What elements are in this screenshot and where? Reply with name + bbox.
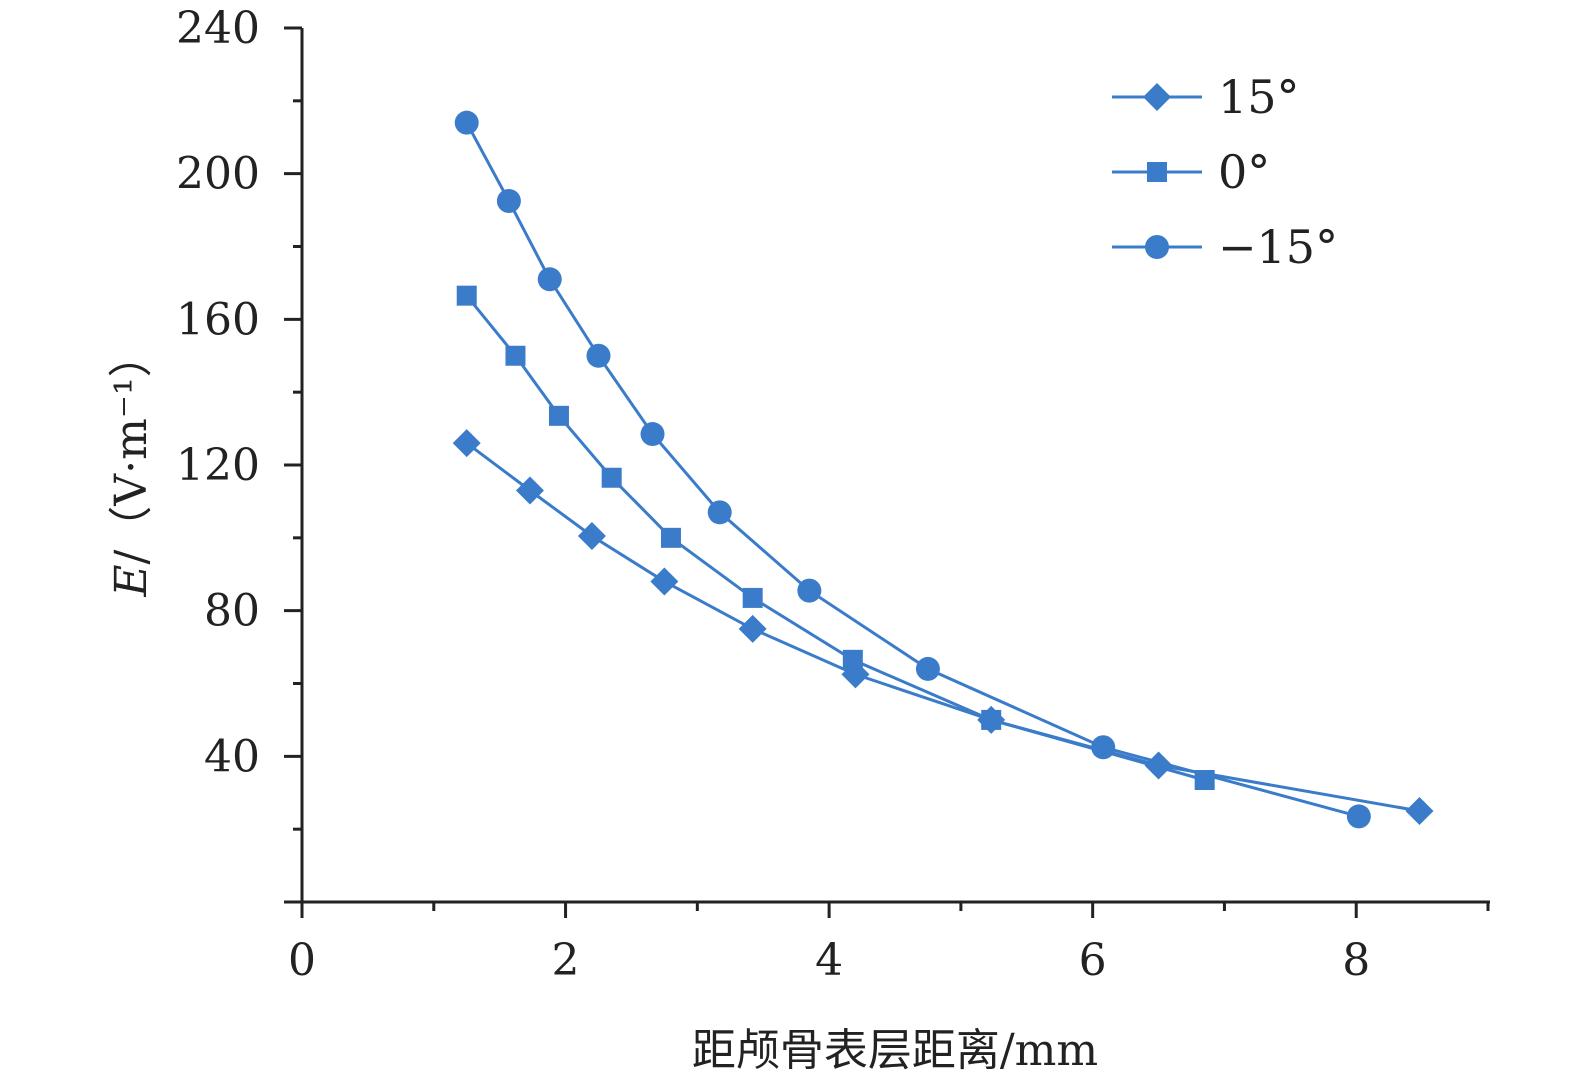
axes: [284, 28, 1490, 904]
circle-data-point: [1091, 735, 1116, 760]
diamond-data-point: [738, 614, 767, 643]
legend-label: 0°: [1218, 145, 1270, 199]
series-line: [465, 441, 1420, 813]
series-markers: [452, 110, 1434, 829]
y-tick-label: 40: [204, 731, 260, 782]
y-axis-variable: E: [106, 565, 157, 598]
square-data-point: [456, 285, 477, 306]
circle-data-point: [586, 343, 611, 368]
circle-data-point: [454, 110, 479, 135]
circle-data-point: [707, 500, 732, 525]
y-tick-label: 160: [176, 294, 260, 345]
x-tick-label: 0: [288, 935, 316, 986]
square-data-point: [505, 345, 526, 366]
ticks: 40 80 120 160 200 240 0 2 4 6 8: [176, 3, 1490, 986]
square-data-point: [842, 649, 863, 670]
x-axis-title: 距颅骨表层距离/mm: [692, 1025, 1098, 1076]
square-data-point: [660, 527, 681, 548]
diamond-data-point: [515, 476, 544, 505]
circle-data-point: [797, 578, 822, 603]
square-data-point: [742, 587, 763, 608]
circle-data-point: [915, 656, 940, 681]
diamond-data-point: [650, 567, 679, 596]
y-axis-title: E/（V·m⁻¹）: [106, 333, 157, 597]
legend-square-marker: [1147, 162, 1167, 182]
square-data-point: [1194, 770, 1215, 791]
circle-data-point: [537, 267, 562, 292]
square-data-point: [548, 405, 569, 426]
y-tick-label: 80: [204, 586, 260, 637]
y-tick-label: 120: [176, 440, 260, 491]
diamond-data-point: [1405, 796, 1434, 825]
y-tick-label: 200: [176, 149, 260, 200]
x-tick-label: 4: [815, 935, 843, 986]
legend-circle-marker: [1145, 235, 1169, 259]
x-tick-label: 2: [552, 935, 580, 986]
y-tick-label: 240: [176, 3, 260, 54]
x-tick-label: 6: [1079, 935, 1107, 986]
diamond-data-point: [1144, 751, 1173, 780]
legend-diamond-marker: [1143, 83, 1171, 111]
y-axis-unit: /（V·m⁻¹）: [106, 333, 157, 564]
circle-data-point: [1346, 804, 1371, 829]
circle-data-point: [496, 188, 521, 213]
legend-label: −15°: [1218, 220, 1338, 274]
series-line: [465, 121, 1360, 818]
legend: 15° 0° −15°: [1112, 70, 1338, 274]
circle-data-point: [640, 422, 665, 447]
diamond-data-point: [452, 429, 481, 458]
series-line: [465, 294, 1206, 782]
x-tick-label: 8: [1342, 935, 1370, 986]
diamond-data-point: [577, 522, 606, 551]
square-data-point: [981, 709, 1002, 730]
square-data-point: [601, 467, 622, 488]
legend-label: 15°: [1218, 70, 1300, 124]
